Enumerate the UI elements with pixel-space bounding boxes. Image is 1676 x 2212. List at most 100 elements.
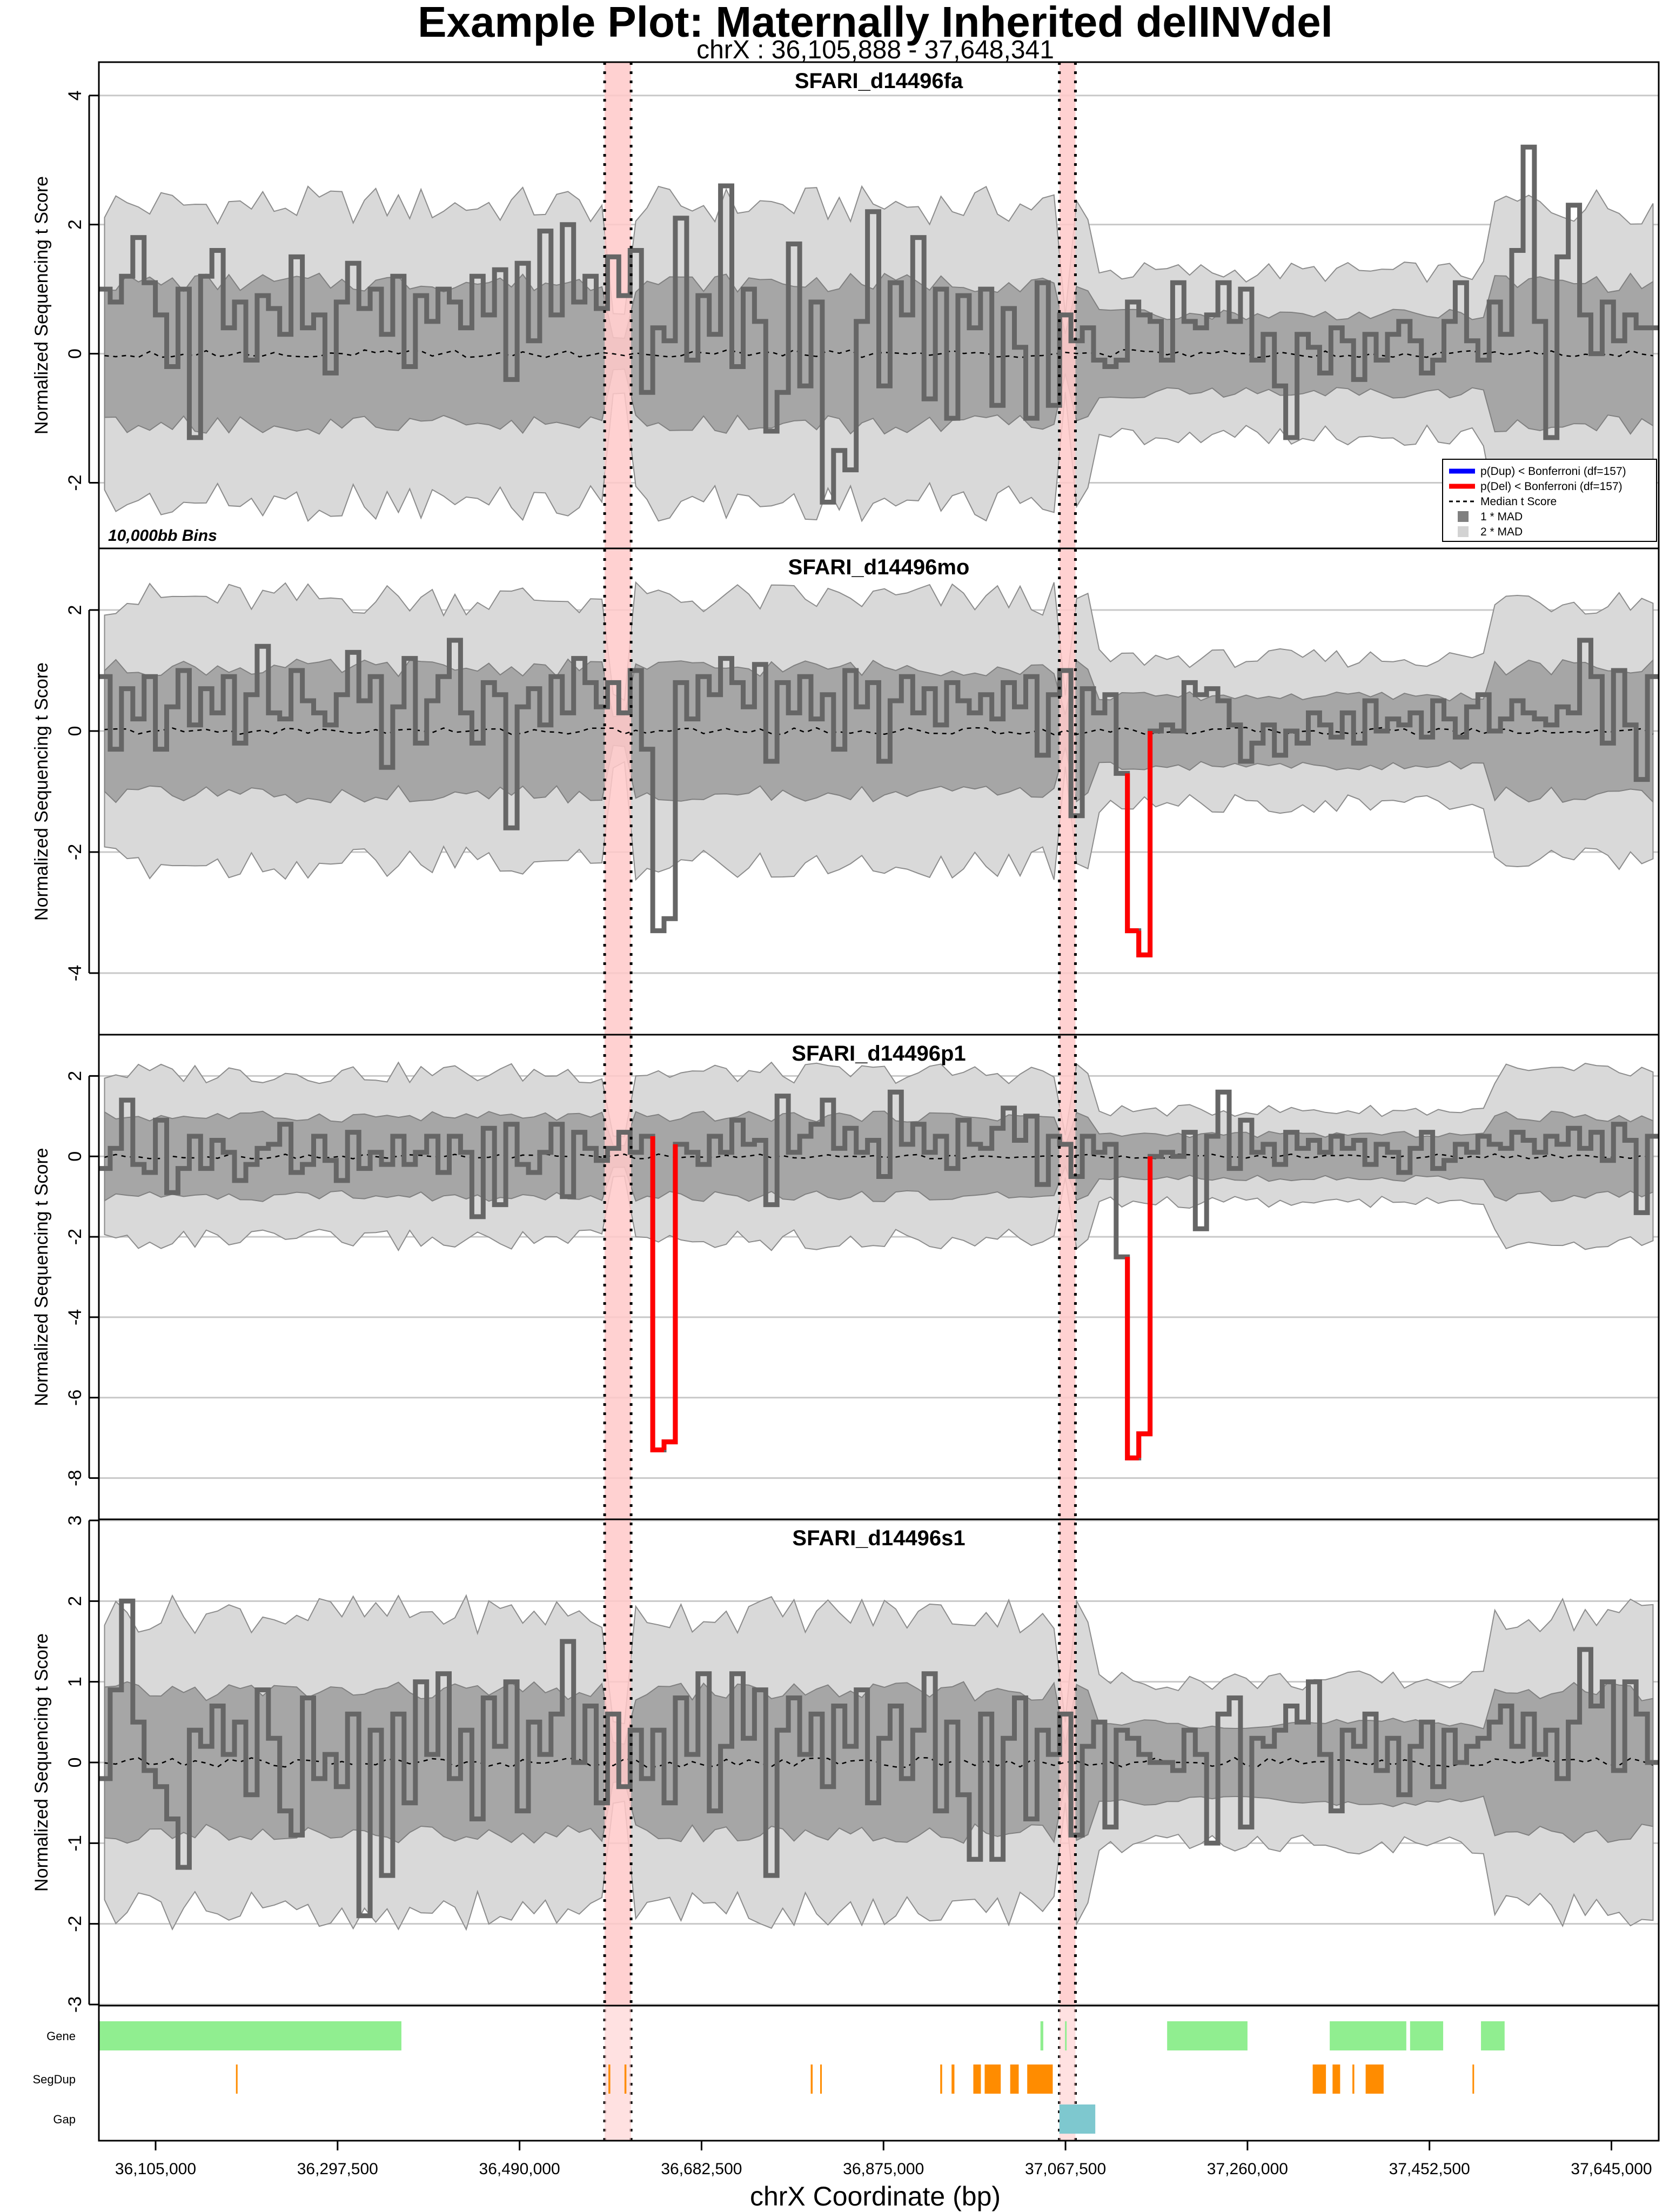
annotation-tracks: Gene SegDup Gap bbox=[32, 2005, 1660, 2142]
track-segdup-interval bbox=[1010, 2064, 1019, 2094]
deletion-segment bbox=[1136, 1156, 1153, 1458]
track-segdup-interval bbox=[1352, 2064, 1355, 2094]
track-segdup-interval bbox=[1027, 2064, 1053, 2094]
track-label-gap: Gap bbox=[53, 2113, 76, 2126]
deletion-segment bbox=[650, 1136, 664, 1452]
y-tick-label: -2 bbox=[65, 1916, 85, 1932]
panel-title: SFARI_d14496s1 bbox=[792, 1526, 965, 1550]
track-segdup-interval bbox=[624, 2064, 627, 2094]
chart-title: Example Plot: Maternally Inherited delIN… bbox=[418, 0, 1333, 46]
track-segdup-interval bbox=[1472, 2064, 1474, 2094]
deletion-segment bbox=[1125, 773, 1139, 934]
signal-line bbox=[99, 144, 1659, 505]
y-tick-label: -2 bbox=[65, 1229, 85, 1245]
track-gene-interval bbox=[1040, 2021, 1043, 2050]
x-tick-label: 36,297,500 bbox=[297, 2160, 378, 2178]
cnv-highlight bbox=[605, 548, 632, 1035]
track-segdup-interval bbox=[1365, 2064, 1384, 2094]
track-frame bbox=[98, 2005, 1660, 2142]
track-gene-interval bbox=[1330, 2021, 1406, 2050]
track-segdup-interval bbox=[820, 2064, 822, 2094]
panel-sfari-d14496s1: SFARI_d14496s1 -3 -2 -1 0 1 2 3 Normalized Seque… bbox=[31, 1516, 1660, 2013]
legend-mad2-swatch bbox=[1458, 526, 1469, 537]
y-tick-label: 0 bbox=[65, 726, 85, 736]
legend-mad1-swatch bbox=[1458, 511, 1469, 522]
cnv-highlight bbox=[1059, 1035, 1076, 1519]
x-tick-label: 37,260,000 bbox=[1207, 2160, 1288, 2178]
y-tick-label: 2 bbox=[65, 1071, 85, 1081]
track-segdup-interval bbox=[1312, 2064, 1326, 2094]
y-tick-label: 2 bbox=[65, 1596, 85, 1606]
y-tick-label: -2 bbox=[65, 844, 85, 860]
track-segdup-interval bbox=[984, 2064, 1001, 2094]
track-segdup-interval bbox=[810, 2064, 813, 2094]
x-tick-label: 37,645,000 bbox=[1571, 2160, 1652, 2178]
panel-title: SFARI_d14496mo bbox=[788, 555, 970, 579]
legend-entry: p(Del) < Bonferroni (df=157) bbox=[1480, 480, 1623, 493]
panel-sfari-d14496mo: SFARI_d14496mo -4 -2 0 2 Normalized Sequencin… bbox=[31, 547, 1660, 1036]
cnv-highlight bbox=[1059, 62, 1076, 548]
y-tick-label: -1 bbox=[65, 1835, 85, 1851]
y-axis-label: Normalized Sequencing t Score bbox=[31, 1148, 52, 1406]
panel-title: SFARI_d14496p1 bbox=[792, 1042, 966, 1065]
legend-box bbox=[1442, 459, 1657, 542]
track-gap-interval bbox=[1059, 2104, 1096, 2134]
y-tick-label: -4 bbox=[65, 1309, 85, 1325]
track-segdup-interval bbox=[608, 2064, 611, 2094]
y-axis-label: Normalized Sequencing t Score bbox=[31, 1633, 52, 1892]
legend-entry: 1 * MAD bbox=[1480, 511, 1523, 523]
legend-entry: Median t Score bbox=[1480, 495, 1557, 508]
signal-line bbox=[99, 1089, 1659, 1460]
x-tick-label: 36,490,000 bbox=[479, 2160, 560, 2178]
track-segdup-interval bbox=[973, 2064, 981, 2094]
plot-area: SFARI_d14496fa -2 0 2 4 Normalized Sequencing… bbox=[31, 61, 1660, 2178]
y-tick-label: 0 bbox=[65, 348, 85, 359]
track-segdup-interval bbox=[940, 2064, 942, 2094]
signal-line bbox=[99, 638, 1659, 957]
x-tick-label: 37,452,500 bbox=[1389, 2160, 1470, 2178]
y-axis-label: Normalized Sequencing t Score bbox=[31, 176, 52, 434]
y-tick-label: 2 bbox=[65, 605, 85, 615]
y-axis-label: Normalized Sequencing t Score bbox=[31, 662, 52, 921]
y-tick-label: -6 bbox=[65, 1390, 85, 1406]
signal-line bbox=[99, 1598, 1659, 1919]
y-tick-label: 2 bbox=[65, 219, 85, 230]
y-tick-label: 3 bbox=[65, 1516, 85, 1526]
track-segdup-interval bbox=[236, 2064, 238, 2094]
track-segdup-interval bbox=[1332, 2064, 1340, 2094]
deletion-segment bbox=[1125, 1257, 1139, 1460]
track-gene-interval bbox=[99, 2021, 401, 2050]
track-gene-interval bbox=[1481, 2021, 1505, 2050]
track-gene-interval bbox=[1065, 2021, 1067, 2050]
deletion-segment bbox=[1136, 731, 1153, 957]
legend: p(Dup) < Bonferroni (df=157) p(Del) < Bon… bbox=[1442, 459, 1657, 542]
x-tick-label: 36,682,500 bbox=[661, 2160, 742, 2178]
panel-sfari-d14496fa: SFARI_d14496fa -2 0 2 4 Normalized Sequencing… bbox=[31, 61, 1660, 549]
legend-entry: 2 * MAD bbox=[1480, 526, 1523, 538]
legend-entry: p(Dup) < Bonferroni (df=157) bbox=[1480, 465, 1626, 478]
deletion-segment bbox=[661, 1144, 678, 1450]
y-tick-label: 0 bbox=[65, 1151, 85, 1162]
y-tick-label: -3 bbox=[65, 1996, 85, 2013]
track-gene-interval bbox=[1167, 2021, 1248, 2050]
x-tick-label: 36,105,000 bbox=[115, 2160, 196, 2178]
track-segdup-interval bbox=[951, 2064, 955, 2094]
x-tick-label: 36,875,000 bbox=[843, 2160, 924, 2178]
x-tick-label: 37,067,500 bbox=[1025, 2160, 1106, 2178]
y-tick-label: -4 bbox=[65, 965, 85, 981]
bins-note: 10,000bb Bins bbox=[108, 527, 217, 545]
track-label-gene: Gene bbox=[46, 2029, 76, 2043]
track-label-segdup: SegDup bbox=[32, 2073, 76, 2086]
chart-subtitle: chrX : 36,105,888 - 37,648,341 bbox=[696, 36, 1054, 64]
y-tick-label: 1 bbox=[65, 1677, 85, 1687]
x-axis-label: chrX Coordinate (bp) bbox=[750, 2181, 1001, 2211]
panel-title: SFARI_d14496fa bbox=[795, 69, 963, 93]
cnv-highlight bbox=[605, 1035, 632, 1519]
y-tick-label: -2 bbox=[65, 474, 85, 491]
y-tick-label: 4 bbox=[65, 90, 85, 100]
track-gene-interval bbox=[1410, 2021, 1444, 2050]
y-tick-label: -8 bbox=[65, 1470, 85, 1486]
y-tick-label: 0 bbox=[65, 1758, 85, 1768]
panel-sfari-d14496p1: SFARI_d14496p1 -8 -6 -4 -2 0 2 Normalized Seque… bbox=[31, 1034, 1660, 1520]
